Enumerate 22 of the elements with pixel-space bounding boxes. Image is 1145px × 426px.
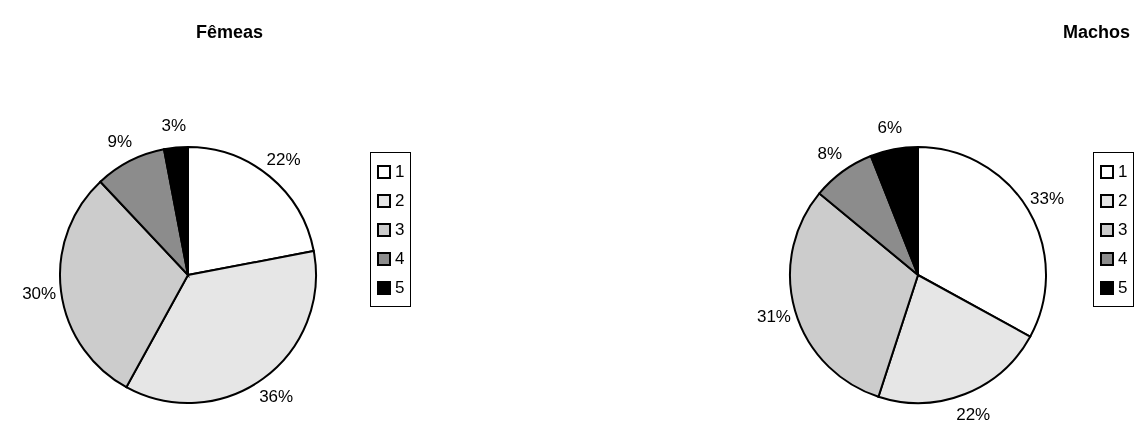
data-label: 6% [877, 118, 903, 138]
legend-label: 4 [395, 248, 405, 269]
legend-label: 1 [1118, 161, 1128, 182]
legend-label: 2 [395, 190, 405, 211]
data-label: 36% [259, 386, 294, 406]
data-label: 30% [22, 284, 57, 304]
data-label: 31% [756, 307, 791, 327]
data-label: 9% [107, 131, 133, 151]
chart-title: Fêmeas [195, 22, 265, 44]
legend-label: 3 [395, 219, 405, 240]
data-label: 22% [266, 149, 301, 169]
legend-label: 5 [395, 277, 405, 298]
legend-label: 3 [1118, 219, 1128, 240]
legend-label: 5 [1118, 277, 1128, 298]
data-label: 33% [1030, 189, 1065, 209]
legend-label: 1 [395, 161, 405, 182]
data-label: 3% [161, 116, 187, 136]
data-label: 8% [817, 144, 843, 164]
legend-label: 4 [1118, 248, 1128, 269]
data-label: 22% [956, 404, 991, 424]
legend-label: 2 [1118, 190, 1128, 211]
chart-title: Machos [1061, 22, 1131, 44]
